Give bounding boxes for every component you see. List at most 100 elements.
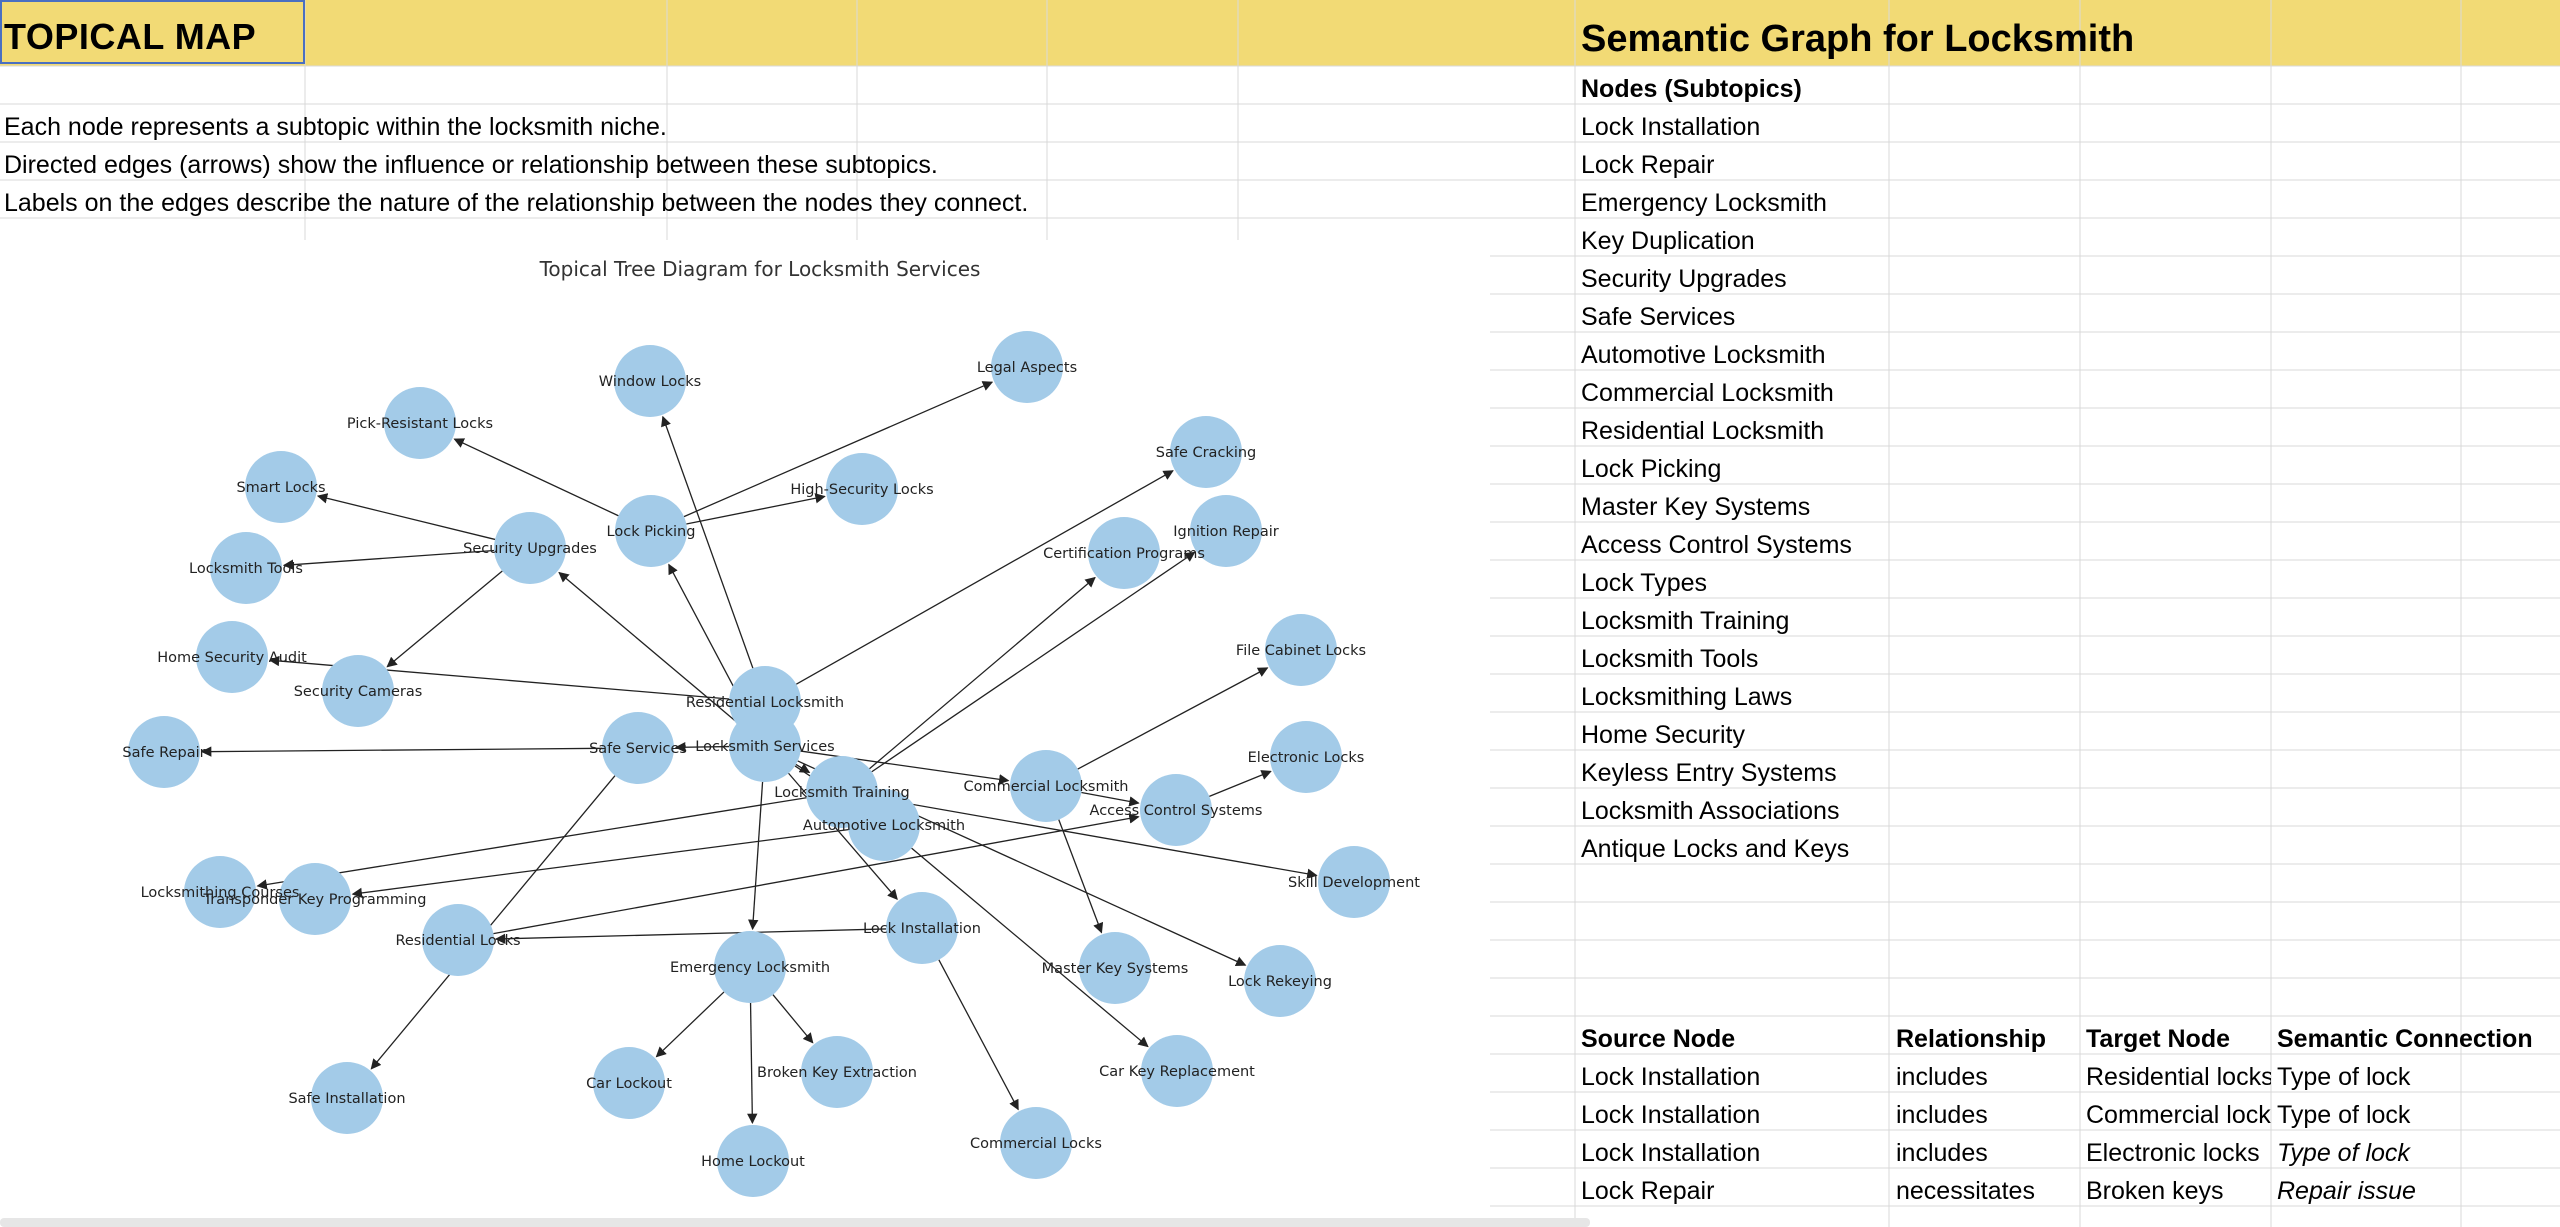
- diagram-node[interactable]: [1265, 614, 1337, 686]
- diagram-node[interactable]: [1318, 846, 1390, 918]
- node-list-item[interactable]: Lock Repair: [1581, 151, 1715, 179]
- diagram-node-label: Safe Repair: [122, 745, 205, 761]
- diagram-edge: [351, 828, 849, 899]
- diagram-node[interactable]: [311, 1062, 383, 1134]
- diagram-node-label: Commercial Locksmith: [964, 779, 1129, 795]
- diagram-edge: [877, 797, 1318, 879]
- col-header-target[interactable]: Target Node: [2086, 1025, 2230, 1053]
- diagram-edge: [674, 742, 730, 753]
- relationship-cell[interactable]: includes: [1896, 1063, 1988, 1091]
- col-header-source[interactable]: Source Node: [1581, 1025, 1736, 1053]
- node-list-item[interactable]: Key Duplication: [1581, 227, 1755, 255]
- col-header-semantic[interactable]: Semantic Connection: [2277, 1025, 2533, 1053]
- diagram-node-label: Legal Aspects: [977, 360, 1077, 376]
- semantic-cell[interactable]: Type of lock: [2277, 1101, 2411, 1129]
- diagram-node[interactable]: [1190, 495, 1262, 567]
- diagram-node-label: Locksmith Training: [774, 785, 909, 801]
- diagram-node[interactable]: [1000, 1107, 1072, 1179]
- source-cell[interactable]: Lock Repair: [1581, 1177, 1715, 1205]
- diagram-node[interactable]: [1140, 774, 1212, 846]
- diagram-node-label: Window Locks: [599, 374, 701, 390]
- node-list-item[interactable]: Lock Installation: [1581, 113, 1761, 141]
- diagram-node[interactable]: [1010, 750, 1082, 822]
- node-list-item[interactable]: Locksmith Associations: [1581, 797, 1840, 825]
- diagram-node-label: Certification Programs: [1043, 546, 1205, 562]
- node-list-item[interactable]: Access Control Systems: [1581, 531, 1852, 559]
- diagram-node[interactable]: [615, 495, 687, 567]
- diagram-node[interactable]: [801, 1036, 873, 1108]
- relationship-cell[interactable]: includes: [1896, 1101, 1988, 1129]
- relationship-cell[interactable]: necessitates: [1896, 1177, 2035, 1205]
- diagram-node[interactable]: [991, 331, 1063, 403]
- node-list-item[interactable]: Lock Picking: [1581, 455, 1722, 483]
- diagram-node[interactable]: [848, 789, 920, 861]
- diagram-node[interactable]: [714, 931, 786, 1003]
- diagram-node[interactable]: [826, 453, 898, 525]
- diagram-node[interactable]: [196, 621, 268, 693]
- diagram-node[interactable]: [593, 1047, 665, 1119]
- node-list-item[interactable]: Home Security: [1581, 721, 1745, 749]
- diagram-node[interactable]: [184, 856, 256, 928]
- topical-tree-diagram[interactable]: Topical Tree Diagram for Locksmith Servi…: [0, 240, 1490, 1225]
- node-list-item[interactable]: Commercial Locksmith: [1581, 379, 1834, 407]
- node-list-item[interactable]: Lock Types: [1581, 569, 1708, 597]
- diagram-node[interactable]: [210, 532, 282, 604]
- diagram-node[interactable]: [422, 904, 494, 976]
- target-cell[interactable]: Residential locks: [2086, 1063, 2271, 1091]
- diagram-node-label: Residential Locksmith: [686, 695, 844, 711]
- diagram-node[interactable]: [1170, 416, 1242, 488]
- relationship-cell[interactable]: includes: [1896, 1139, 1988, 1167]
- diagram-node[interactable]: [384, 387, 456, 459]
- source-cell[interactable]: Lock Installation: [1581, 1139, 1761, 1167]
- diagram-node[interactable]: [128, 716, 200, 788]
- col-header-relationship[interactable]: Relationship: [1896, 1025, 2047, 1053]
- diagram-node[interactable]: [279, 863, 351, 935]
- target-cell[interactable]: Electronic locks: [2086, 1139, 2260, 1167]
- node-list-item[interactable]: Safe Services: [1581, 303, 1736, 331]
- node-list-item[interactable]: Keyless Entry Systems: [1581, 759, 1837, 787]
- diagram-node[interactable]: [494, 512, 566, 584]
- semantic-cell[interactable]: Repair issue: [2277, 1177, 2416, 1205]
- node-list-item[interactable]: Residential Locksmith: [1581, 417, 1825, 445]
- diagram-node[interactable]: [729, 710, 801, 782]
- diagram-node[interactable]: [602, 712, 674, 784]
- diagram-node[interactable]: [717, 1125, 789, 1197]
- description-line-2: Directed edges (arrows) show the influen…: [4, 151, 938, 179]
- diagram-node[interactable]: [614, 345, 686, 417]
- node-list-item[interactable]: Locksmith Tools: [1581, 645, 1759, 673]
- diagram-node[interactable]: [1141, 1035, 1213, 1107]
- target-cell[interactable]: Commercial locks: [2086, 1101, 2271, 1129]
- node-list-item[interactable]: Master Key Systems: [1581, 493, 1811, 521]
- semantic-cell[interactable]: Type of lock: [2277, 1139, 2410, 1167]
- diagram-edge: [493, 813, 1140, 935]
- node-list-item[interactable]: Automotive Locksmith: [1581, 341, 1826, 369]
- diagram-node-label: Master Key Systems: [1042, 961, 1189, 977]
- diagram-node[interactable]: [322, 655, 394, 727]
- semantic-cell[interactable]: Type of lock: [2277, 1063, 2411, 1091]
- horizontal-scrollbar[interactable]: [0, 1218, 1590, 1227]
- diagram-node[interactable]: [1088, 517, 1160, 589]
- diagram-node[interactable]: [886, 892, 958, 964]
- node-list-item[interactable]: Locksmith Training: [1581, 607, 1790, 635]
- diagram-edge: [686, 493, 826, 525]
- diagram-node[interactable]: [1270, 721, 1342, 793]
- diagram-node[interactable]: [1244, 945, 1316, 1017]
- diagram-node-label: Transponder Key Programming: [203, 892, 427, 908]
- diagram-edge: [282, 549, 495, 570]
- node-list-item[interactable]: Locksmithing Laws: [1581, 683, 1793, 711]
- selected-cell-a1[interactable]: [0, 0, 305, 64]
- nodes-header[interactable]: Nodes (Subtopics): [1581, 75, 1802, 103]
- diagram-edge: [748, 781, 764, 931]
- diagram-node[interactable]: [245, 451, 317, 523]
- target-cell[interactable]: Broken keys: [2086, 1177, 2224, 1205]
- node-list-item[interactable]: Antique Locks and Keys: [1581, 835, 1850, 863]
- source-cell[interactable]: Lock Installation: [1581, 1101, 1761, 1129]
- header-band: [0, 0, 2560, 66]
- diagram-node-label: Emergency Locksmith: [670, 960, 830, 976]
- node-list-item[interactable]: Security Upgrades: [1581, 265, 1787, 293]
- diagram-node-label: Automotive Locksmith: [803, 818, 965, 834]
- node-list-item[interactable]: Emergency Locksmith: [1581, 189, 1827, 217]
- diagram-node[interactable]: [1079, 932, 1151, 1004]
- source-cell[interactable]: Lock Installation: [1581, 1063, 1761, 1091]
